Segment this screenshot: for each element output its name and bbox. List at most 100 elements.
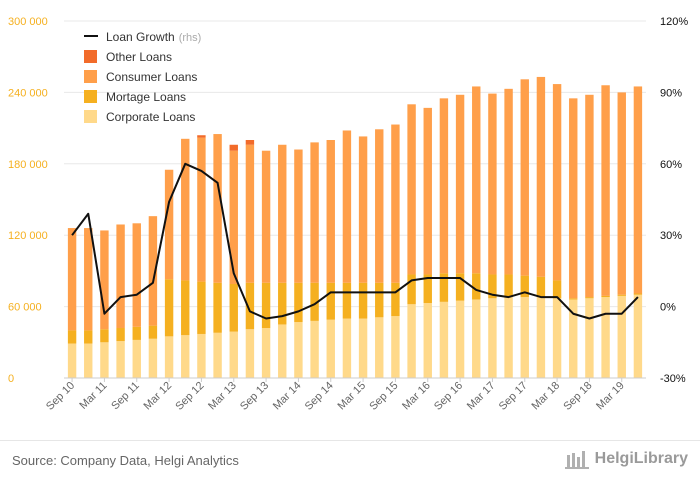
bar-corporate-loans bbox=[310, 320, 319, 378]
source-text: Source: Company Data, Helgi Analytics bbox=[12, 453, 239, 468]
bar-consumer-loans bbox=[310, 142, 319, 283]
bar-mortage-loans bbox=[229, 283, 238, 332]
y-right-tick-label: 90% bbox=[660, 87, 682, 99]
bar-corporate-loans bbox=[261, 328, 271, 378]
y-left-tick-label: 60 000 bbox=[8, 302, 42, 314]
bar-mortage-loans bbox=[439, 273, 449, 302]
bar-consumer-loans bbox=[245, 144, 255, 283]
y-right-tick-label: 60% bbox=[660, 159, 682, 171]
bar-consumer-loans bbox=[423, 107, 432, 275]
bar-corporate-loans bbox=[455, 300, 465, 378]
bar-corporate-loans bbox=[585, 298, 594, 378]
bar-consumer-loans bbox=[375, 129, 384, 283]
bar-consumer-loans bbox=[520, 79, 529, 276]
bar-corporate-loans bbox=[601, 297, 610, 378]
bar-consumer-loans bbox=[326, 140, 335, 283]
bar-corporate-loans bbox=[132, 339, 141, 378]
bar-corporate-loans bbox=[617, 295, 626, 378]
bar-other-loans bbox=[229, 144, 238, 151]
bar-corporate-loans bbox=[504, 297, 513, 378]
bar-mortage-loans bbox=[488, 274, 497, 299]
legend-label: Mortage Loans bbox=[106, 90, 186, 104]
y-left-tick-label: 180 000 bbox=[8, 159, 48, 171]
bar-mortage-loans bbox=[181, 280, 190, 336]
bar-consumer-loans bbox=[439, 98, 449, 274]
bar-consumer-loans bbox=[585, 94, 594, 298]
bar-corporate-loans bbox=[116, 341, 125, 378]
bar-mortage-loans bbox=[67, 330, 77, 344]
y-left-tick-label: 240 000 bbox=[8, 87, 48, 99]
bar-consumer-loans bbox=[164, 169, 174, 280]
x-tick-label: Mar 17 bbox=[465, 380, 498, 413]
bar-mortage-loans bbox=[197, 281, 206, 334]
bar-corporate-loans bbox=[358, 318, 368, 378]
bar-mortage-loans bbox=[100, 329, 109, 343]
legend-label: Consumer Loans bbox=[106, 70, 197, 84]
bar-corporate-loans bbox=[342, 318, 352, 378]
bar-consumer-loans bbox=[342, 130, 352, 283]
bar-corporate-loans bbox=[245, 329, 255, 378]
x-tick-label: Mar 13 bbox=[206, 380, 239, 413]
y-right-tick-label: 120% bbox=[660, 16, 688, 28]
bar-consumer-loans bbox=[569, 98, 578, 299]
bar-consumer-loans bbox=[536, 76, 546, 277]
bar-consumer-loans bbox=[407, 104, 416, 275]
bar-mortage-loans bbox=[391, 282, 400, 317]
legend-label: Loan Growth bbox=[106, 30, 175, 44]
bar-consumer-loans bbox=[391, 124, 400, 283]
bar-mortage-loans bbox=[520, 275, 529, 298]
bar-consumer-loans bbox=[617, 92, 626, 295]
bar-corporate-loans bbox=[164, 336, 174, 378]
x-tick-label: Sep 12 bbox=[173, 380, 206, 413]
bar-consumer-loans bbox=[601, 85, 610, 296]
bar-mortage-loans bbox=[407, 274, 416, 305]
bar-corporate-loans bbox=[84, 343, 93, 378]
legend-label: Corporate Loans bbox=[106, 110, 195, 124]
bar-mortage-loans bbox=[326, 282, 335, 320]
bar-other-loans bbox=[197, 135, 206, 138]
bar-consumer-loans bbox=[504, 88, 513, 275]
bar-corporate-loans bbox=[423, 303, 432, 378]
bar-corporate-loans bbox=[391, 316, 400, 378]
x-tick-label: Mar 14 bbox=[271, 380, 304, 413]
x-tick-label: Sep 17 bbox=[497, 380, 530, 413]
x-tick-label: Sep 14 bbox=[303, 380, 336, 413]
bar-mortage-loans bbox=[358, 282, 368, 319]
bar-consumer-loans bbox=[213, 134, 222, 283]
bar-mortage-loans bbox=[164, 279, 174, 337]
bar-mortage-loans bbox=[536, 276, 546, 298]
y-right-tick-label: 30% bbox=[660, 230, 682, 242]
x-tick-label: Mar 12 bbox=[142, 380, 175, 413]
bar-corporate-loans bbox=[552, 298, 562, 378]
bar-consumer-loans bbox=[472, 86, 481, 274]
legend-color-swatch bbox=[84, 110, 97, 123]
bar-mortage-loans bbox=[423, 274, 432, 304]
y-left-tick-label: 0 bbox=[8, 373, 14, 385]
bar-corporate-loans bbox=[536, 297, 546, 378]
x-tick-label: Sep 18 bbox=[561, 380, 594, 413]
bar-corporate-loans bbox=[472, 299, 481, 378]
bar-consumer-loans bbox=[100, 230, 109, 330]
bar-consumer-loans bbox=[294, 149, 303, 283]
bar-consumer-loans bbox=[116, 224, 125, 329]
bar-mortage-loans bbox=[261, 282, 271, 329]
x-tick-label: Sep 11 bbox=[109, 380, 142, 413]
brand-name: HelgiLibrary bbox=[594, 450, 688, 467]
bar-consumer-loans bbox=[84, 228, 93, 331]
line-loan-growth bbox=[71, 162, 639, 320]
bar-corporate-loans bbox=[520, 297, 529, 378]
bar-consumer-loans bbox=[358, 136, 368, 283]
y-right-tick-label: 0% bbox=[660, 302, 676, 314]
bar-mortage-loans bbox=[310, 282, 319, 321]
bar-mortage-loans bbox=[84, 330, 93, 344]
x-tick-label: Sep 16 bbox=[432, 380, 465, 413]
bar-corporate-loans bbox=[100, 342, 109, 378]
bar-mortage-loans bbox=[148, 325, 158, 339]
bar-mortage-loans bbox=[633, 293, 643, 295]
bar-mortage-loans bbox=[278, 282, 287, 325]
bar-mortage-loans bbox=[455, 273, 465, 301]
bar-consumer-loans bbox=[148, 216, 158, 326]
footer: Source: Company Data, Helgi Analytics He… bbox=[0, 440, 700, 484]
bar-consumer-loans bbox=[455, 94, 465, 274]
x-tick-label: Sep 10 bbox=[44, 380, 77, 413]
